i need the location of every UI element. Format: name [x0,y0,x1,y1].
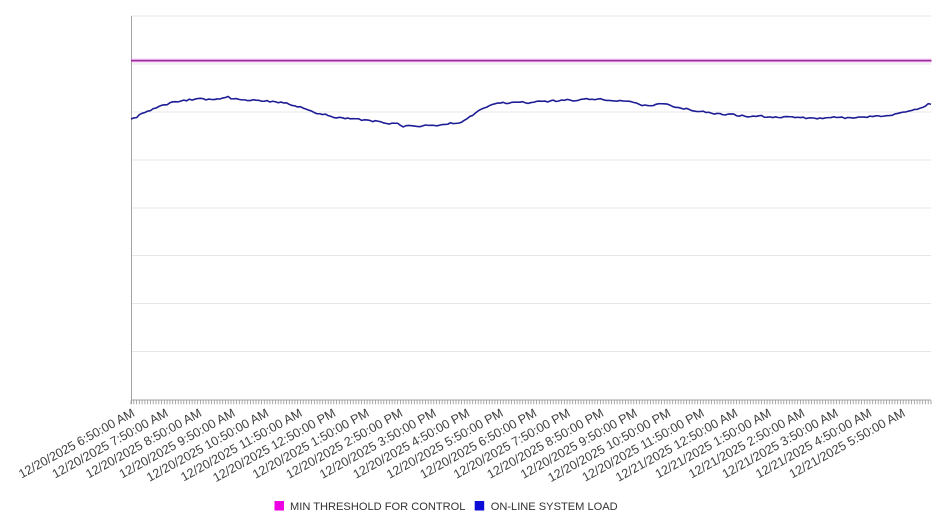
svg-text:MIN THRESHOLD FOR CONTROL: MIN THRESHOLD FOR CONTROL [290,501,465,513]
svg-text:ON-LINE SYSTEM LOAD: ON-LINE SYSTEM LOAD [491,501,618,513]
